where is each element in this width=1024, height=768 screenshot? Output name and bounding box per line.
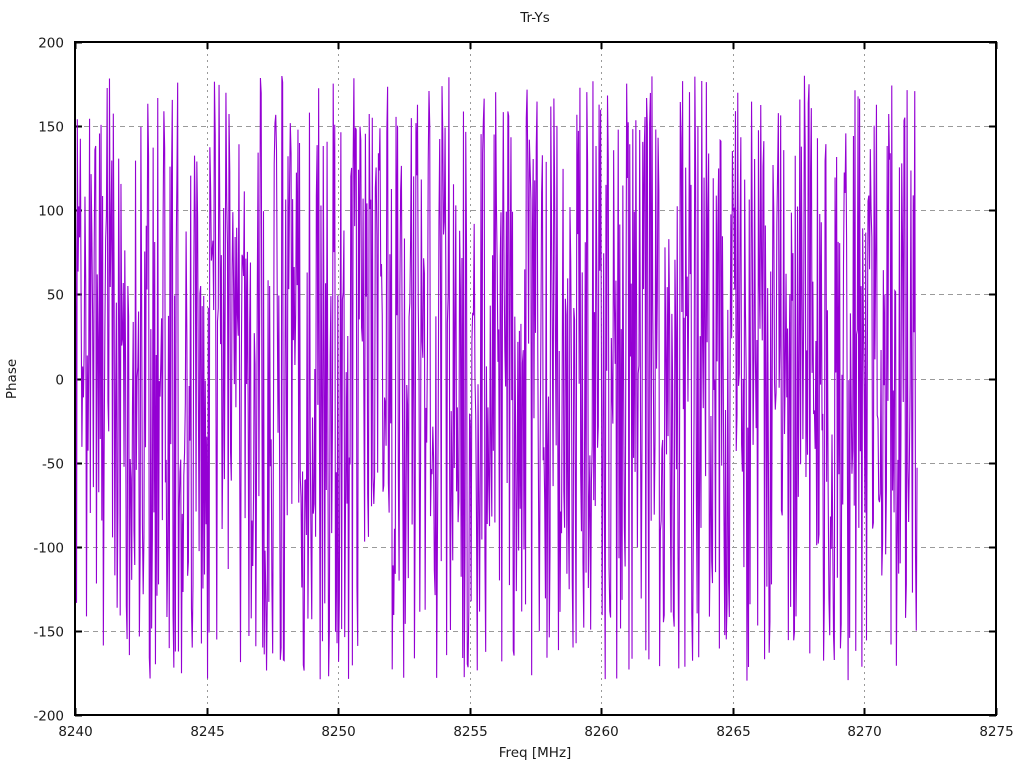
y-axis-tick-labels: -200 -150 -100 -50 0 50 100 150 200 (33, 36, 64, 725)
x-tick-label: 8250 (321, 724, 355, 740)
data-clip-group (75, 75, 918, 681)
x-tick-label: 8265 (716, 724, 750, 740)
x-tick-label: 8240 (58, 724, 92, 740)
y-tick-label: 100 (38, 204, 64, 220)
plot-area-border (74, 41, 997, 716)
y-tick-label: 200 (38, 36, 64, 52)
y-tick-label: 150 (38, 120, 64, 136)
x-axis-label: Freq [MHz] (499, 745, 572, 761)
x-axis-tick-labels: 8240 8245 8250 8255 8260 8265 8270 8275 (58, 724, 1013, 740)
y-tick-label: 50 (47, 288, 64, 304)
data-series-group (75, 75, 918, 681)
x-tick-label: 8245 (190, 724, 224, 740)
chart-title: Tr-Ys (519, 10, 550, 26)
y-tick-label: 0 (55, 373, 64, 389)
x-tick-label: 8260 (584, 724, 618, 740)
y-tick-label: -50 (42, 457, 64, 473)
y-axis-label: Phase (4, 359, 20, 399)
x-tick-label: 8275 (979, 724, 1013, 740)
y-tick-label: -200 (33, 709, 64, 725)
y-tick-label: -150 (33, 625, 64, 641)
y-tick-label: -100 (33, 541, 64, 557)
data-series-phase (75, 75, 918, 681)
x-tick-label: 8255 (453, 724, 487, 740)
x-tick-label: 8270 (847, 724, 881, 740)
